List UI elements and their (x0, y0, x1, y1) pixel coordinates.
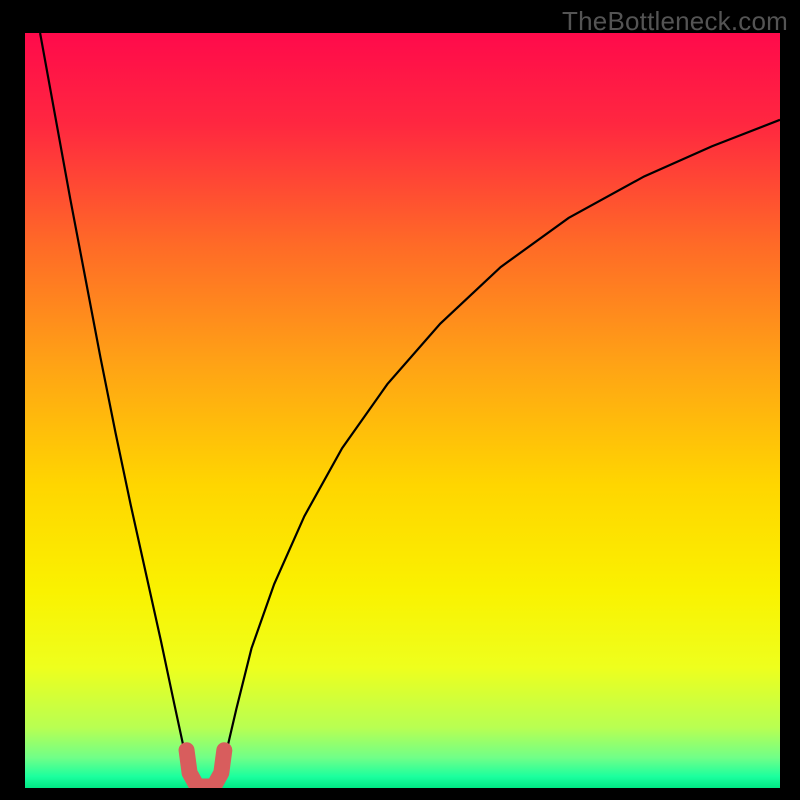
plot-frame (25, 33, 780, 788)
chart-container: TheBottleneck.com (0, 0, 800, 800)
bottleneck-curve-plot (25, 33, 780, 788)
plot-background-gradient (25, 33, 780, 788)
watermark-text: TheBottleneck.com (562, 6, 788, 37)
